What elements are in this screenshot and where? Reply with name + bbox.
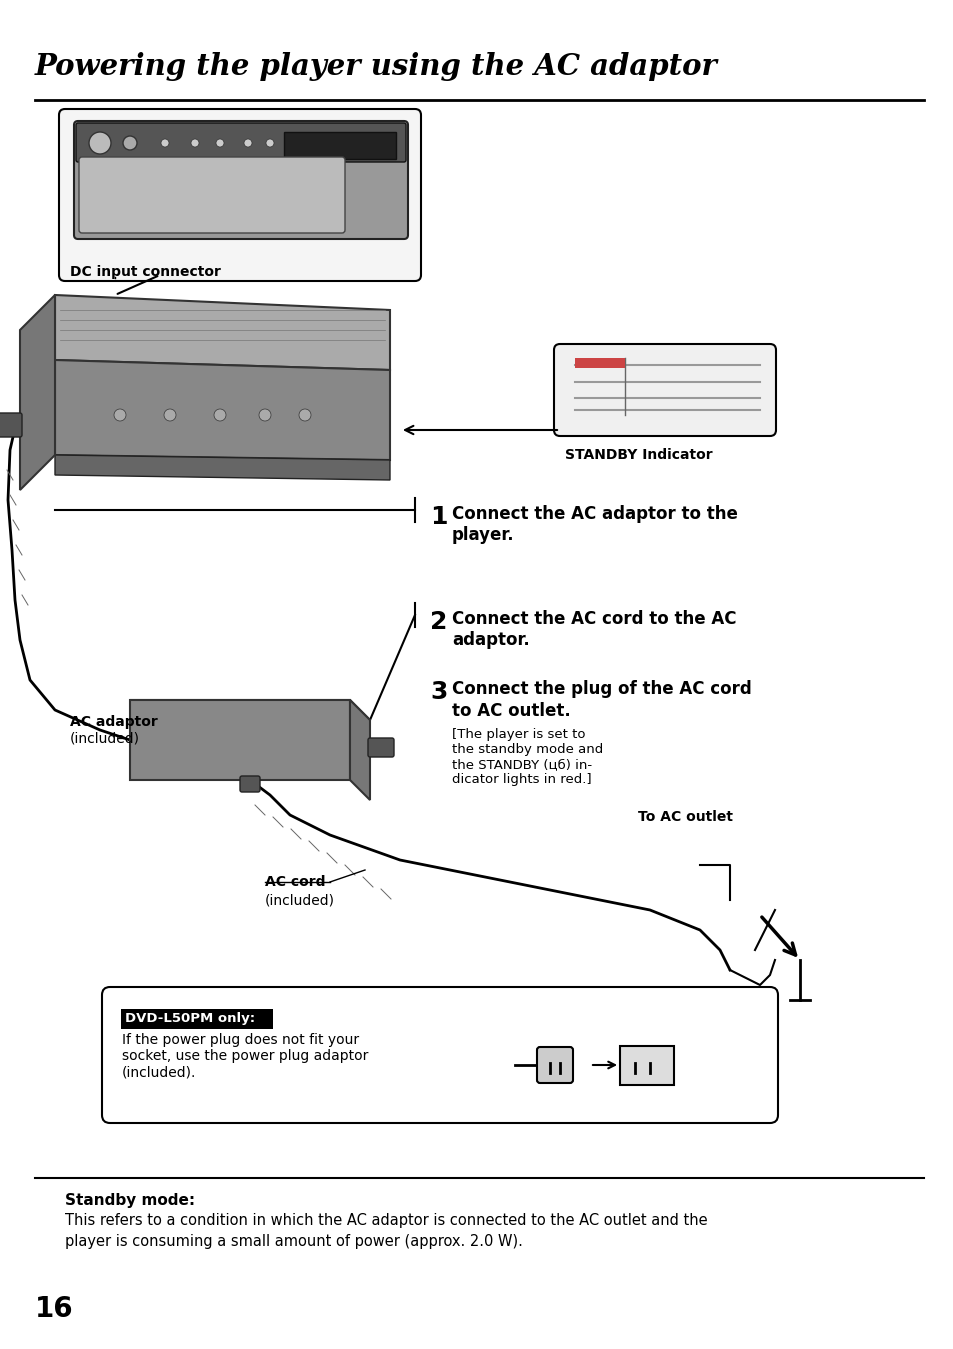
Circle shape bbox=[298, 409, 311, 421]
Circle shape bbox=[161, 139, 169, 147]
Circle shape bbox=[113, 409, 126, 421]
Text: STANDBY Indicator: STANDBY Indicator bbox=[564, 448, 712, 461]
Text: AC adaptor: AC adaptor bbox=[70, 715, 157, 728]
Text: (included): (included) bbox=[265, 893, 335, 907]
Text: 2: 2 bbox=[430, 610, 447, 634]
Text: AC cord: AC cord bbox=[265, 876, 325, 889]
Text: [The player is set to
the standby mode and
the STANDBY (цб) in-
dicator lights i: [The player is set to the standby mode a… bbox=[452, 728, 602, 786]
Polygon shape bbox=[350, 700, 370, 800]
Circle shape bbox=[215, 139, 224, 147]
Text: Powering the player using the AC adaptor: Powering the player using the AC adaptor bbox=[35, 53, 717, 81]
Circle shape bbox=[266, 139, 274, 147]
FancyBboxPatch shape bbox=[102, 987, 778, 1122]
Text: Connect the AC adaptor to the
player.: Connect the AC adaptor to the player. bbox=[452, 505, 737, 544]
FancyBboxPatch shape bbox=[0, 413, 22, 437]
FancyBboxPatch shape bbox=[74, 121, 408, 239]
FancyBboxPatch shape bbox=[76, 123, 406, 162]
Circle shape bbox=[244, 139, 252, 147]
FancyBboxPatch shape bbox=[575, 357, 624, 368]
FancyBboxPatch shape bbox=[619, 1045, 673, 1085]
Circle shape bbox=[164, 409, 175, 421]
Text: (included): (included) bbox=[70, 733, 140, 746]
Text: Connect the plug of the AC cord: Connect the plug of the AC cord bbox=[452, 680, 751, 697]
Circle shape bbox=[213, 409, 226, 421]
Circle shape bbox=[191, 139, 199, 147]
Circle shape bbox=[89, 132, 111, 154]
Circle shape bbox=[123, 136, 137, 150]
Circle shape bbox=[258, 409, 271, 421]
Text: to AC outlet.: to AC outlet. bbox=[452, 701, 570, 720]
FancyBboxPatch shape bbox=[368, 738, 394, 757]
FancyBboxPatch shape bbox=[284, 132, 395, 159]
Text: DVD-L50PM only:: DVD-L50PM only: bbox=[125, 1012, 254, 1025]
Text: DC input connector: DC input connector bbox=[70, 264, 221, 279]
Text: 1: 1 bbox=[430, 505, 447, 529]
Polygon shape bbox=[55, 455, 390, 480]
Polygon shape bbox=[20, 295, 55, 490]
FancyBboxPatch shape bbox=[240, 776, 260, 792]
Polygon shape bbox=[130, 700, 370, 720]
FancyBboxPatch shape bbox=[554, 344, 775, 436]
Polygon shape bbox=[55, 360, 390, 460]
Polygon shape bbox=[55, 295, 390, 370]
Text: This refers to a condition in which the AC adaptor is connected to the AC outlet: This refers to a condition in which the … bbox=[65, 1213, 707, 1228]
FancyBboxPatch shape bbox=[79, 156, 345, 233]
Text: If the power plug does not fit your
socket, use the power plug adaptor
(included: If the power plug does not fit your sock… bbox=[122, 1033, 368, 1079]
Text: Standby mode:: Standby mode: bbox=[65, 1193, 195, 1207]
Text: player is consuming a small amount of power (approx. 2.0 W).: player is consuming a small amount of po… bbox=[65, 1234, 522, 1249]
Text: To AC outlet: To AC outlet bbox=[638, 809, 732, 824]
Text: 3: 3 bbox=[430, 680, 447, 704]
Text: Connect the AC cord to the AC
adaptor.: Connect the AC cord to the AC adaptor. bbox=[452, 610, 736, 649]
Polygon shape bbox=[130, 700, 350, 780]
FancyBboxPatch shape bbox=[537, 1047, 573, 1083]
FancyBboxPatch shape bbox=[121, 1009, 273, 1029]
FancyBboxPatch shape bbox=[59, 109, 420, 281]
Text: 16: 16 bbox=[35, 1295, 73, 1323]
